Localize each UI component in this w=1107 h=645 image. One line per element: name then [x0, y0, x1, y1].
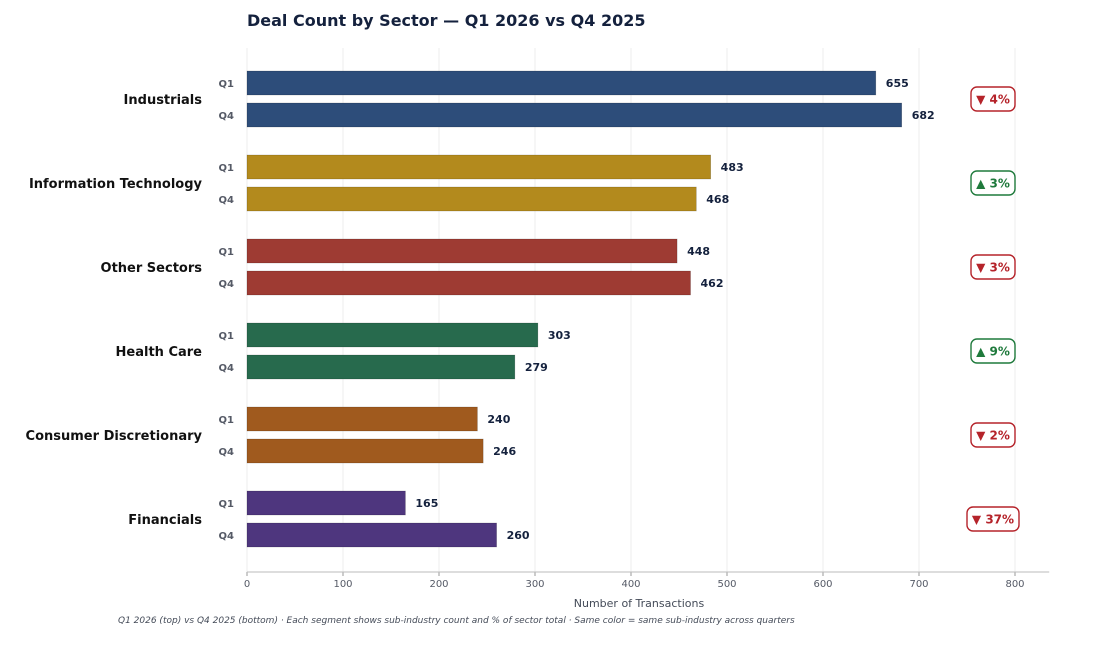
x-axis-title: Number of Transactions — [574, 597, 705, 610]
quarter-label: Q1 — [219, 79, 235, 90]
sector-group: Health Care Q1 303 Q4 279 ▲ 9% — [116, 322, 1016, 380]
sector-group: Information Technology Q1 483 Q4 468 ▲ 3% — [29, 154, 1016, 212]
bar — [246, 354, 516, 380]
bar — [246, 406, 478, 432]
x-tick-label: 500 — [717, 579, 736, 590]
quarter-label: Q4 — [219, 531, 235, 542]
quarter-label: Q4 — [219, 111, 235, 122]
value-label: 468 — [706, 193, 729, 206]
sector-label: Information Technology — [29, 177, 203, 192]
sector-label: Consumer Discretionary — [26, 429, 203, 444]
change-badge-text: ▲ 3% — [976, 177, 1010, 191]
sector-label: Industrials — [124, 93, 203, 108]
sector-group: Consumer Discretionary Q1 240 Q4 246 ▼ 2% — [26, 406, 1016, 464]
sector-group: Other Sectors Q1 448 Q4 462 ▼ 3% — [101, 238, 1016, 296]
chart-title: Deal Count by Sector — Q1 2026 vs Q4 202… — [247, 11, 645, 30]
change-badge — [966, 506, 1020, 532]
change-badge — [970, 86, 1016, 112]
change-badge — [970, 422, 1016, 448]
x-axis: 0 100 200 300 400 500 600 700 800 — [244, 571, 1050, 590]
value-label: 240 — [487, 413, 510, 426]
value-label: 483 — [721, 161, 744, 174]
bar — [246, 102, 903, 128]
value-label: 246 — [493, 445, 516, 458]
x-tick-label: 0 — [244, 579, 250, 590]
change-badge-text: ▼ 2% — [976, 429, 1010, 443]
bar — [246, 154, 711, 180]
grid-lines — [246, 48, 1016, 572]
bar — [246, 322, 539, 348]
x-tick-label: 400 — [621, 579, 640, 590]
bar — [246, 490, 406, 516]
quarter-label: Q4 — [219, 447, 235, 458]
quarter-label: Q1 — [219, 499, 235, 510]
sector-label: Financials — [128, 513, 202, 528]
bar — [246, 186, 697, 212]
x-tick-label: 600 — [813, 579, 832, 590]
value-label: 448 — [687, 245, 710, 258]
bar — [246, 522, 497, 548]
value-label: 165 — [415, 497, 438, 510]
bar — [246, 70, 877, 96]
x-tick-label: 300 — [525, 579, 544, 590]
quarter-label: Q1 — [219, 163, 235, 174]
value-label: 279 — [525, 361, 548, 374]
x-tick-label: 700 — [909, 579, 928, 590]
quarter-label: Q1 — [219, 247, 235, 258]
value-label: 682 — [912, 109, 935, 122]
bar — [246, 438, 484, 464]
change-badge — [970, 170, 1016, 196]
value-label: 462 — [701, 277, 724, 290]
value-label: 260 — [507, 529, 530, 542]
bars-group: Industrials Q1 655 Q4 682 ▼ 4% Information Tec… — [26, 70, 1020, 548]
quarter-label: Q1 — [219, 415, 235, 426]
change-badge-text: ▼ 37% — [972, 513, 1014, 527]
change-badge-text: ▼ 3% — [976, 261, 1010, 275]
x-tick-label: 200 — [429, 579, 448, 590]
x-tick-label: 800 — [1005, 579, 1024, 590]
value-label: 655 — [886, 77, 909, 90]
sector-label: Health Care — [116, 345, 203, 360]
sector-group: Financials Q1 165 Q4 260 ▼ 37% — [128, 490, 1020, 548]
quarter-label: Q1 — [219, 331, 235, 342]
value-label: 303 — [548, 329, 571, 342]
change-badge — [970, 338, 1016, 364]
bar — [246, 270, 691, 296]
sector-group: Industrials Q1 655 Q4 682 ▼ 4% — [124, 70, 1016, 128]
change-badge — [970, 254, 1016, 280]
change-badge-text: ▲ 9% — [976, 345, 1010, 359]
quarter-label: Q4 — [219, 279, 235, 290]
quarter-label: Q4 — [219, 195, 235, 206]
footnote: Q1 2026 (top) vs Q4 2025 (bottom) · Each… — [118, 616, 795, 626]
sector-label: Other Sectors — [101, 261, 203, 276]
x-tick-label: 100 — [333, 579, 352, 590]
quarter-label: Q4 — [219, 363, 235, 374]
bar — [246, 238, 678, 264]
change-badge-text: ▼ 4% — [976, 93, 1010, 107]
